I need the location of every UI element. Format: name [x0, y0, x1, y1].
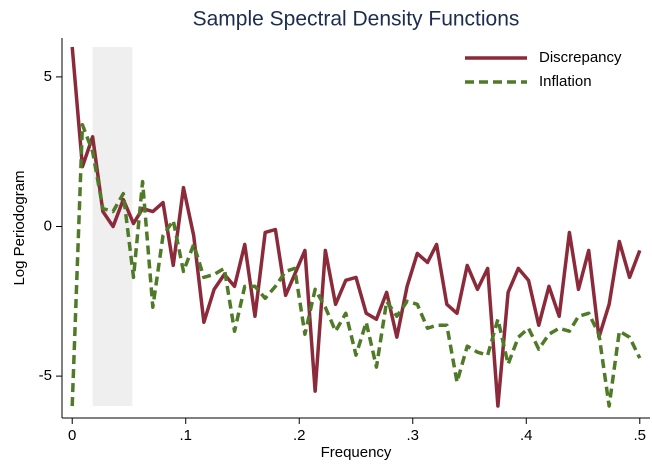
x-tick-label: .5 [634, 427, 647, 444]
y-tick-label: 5 [44, 68, 52, 85]
x-tick-label: .4 [520, 427, 533, 444]
series-line [70, 46, 642, 408]
x-tick-label: 0 [68, 427, 76, 444]
legend-box [454, 43, 642, 101]
x-tick-label: .1 [179, 427, 192, 444]
legend-label: Discrepancy [539, 49, 622, 66]
x-tick-label: .2 [293, 427, 306, 444]
y-tick-label: 0 [44, 217, 52, 234]
chart-title: Sample Spectral Density Functions [193, 8, 520, 31]
legend-label: Inflation [539, 73, 592, 90]
x-axis-label: Frequency [321, 444, 392, 461]
x-tick-label: .3 [406, 427, 419, 444]
y-tick-label: -5 [39, 367, 52, 384]
series-line [70, 123, 642, 408]
y-axis-label: Log Periodogram [11, 170, 28, 285]
